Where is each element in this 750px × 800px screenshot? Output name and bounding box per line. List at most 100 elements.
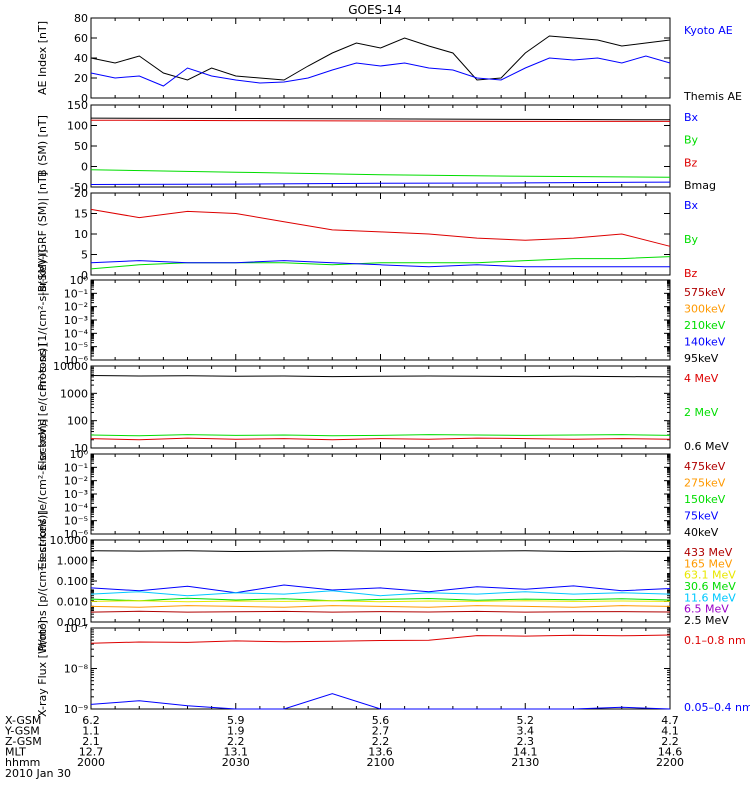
- legend-6-5-mev: 6.5 MeV: [684, 603, 729, 616]
- y-axis-label: X-ray Flux [W/m²]: [36, 620, 49, 717]
- legend-63-1-mev: 63.1 MeV: [684, 569, 736, 582]
- legend-0-6-mev: 0.6 MeV: [684, 440, 729, 453]
- ephem-value: 2.2: [372, 735, 390, 748]
- ephem-value: 2.2: [227, 735, 245, 748]
- panel-frame: [90, 453, 671, 535]
- y-tick-label: 10⁻⁵: [64, 515, 88, 528]
- legend-150kev: 150keV: [684, 493, 726, 506]
- y-tick-label: 0.010: [57, 596, 89, 609]
- series-433-mev: [90, 610, 671, 613]
- y-axis-label: Electrons [e/(cm²-s-sr)]: [36, 343, 49, 470]
- legend-2-mev: 2 MeV: [684, 406, 719, 419]
- y-axis-label: Electrons [e/(cm²-s-sr-keV)]: [36, 419, 49, 570]
- series-4-mev: [90, 437, 671, 441]
- ephem-value: 6.2: [82, 714, 100, 727]
- legend-30-6-mev: 30.6 MeV: [684, 580, 736, 593]
- ephem-value: 2130: [511, 756, 539, 769]
- ephem-label-mlt: MLT: [5, 746, 26, 759]
- ephem-value: 2.7: [372, 725, 390, 738]
- legend-bz: Bz: [684, 156, 698, 169]
- ephem-value: 4.1: [661, 725, 679, 738]
- panel-7: 10.000 1.000 0.100 0.010 0.001 Protons [p/(cm…: [36, 510, 736, 651]
- ephem-label-x-gsm: X-GSM: [5, 714, 41, 727]
- y-axis-label: Protons [p/(cm²-s-sr-keV)]: [36, 510, 49, 651]
- y-tick-label: 10⁻⁶: [64, 354, 89, 367]
- ephem-value: 2.1: [82, 735, 100, 748]
- legend-11-6-mev: 11.6 MeV: [684, 591, 736, 604]
- legend-bx: Bx: [684, 111, 699, 124]
- panel-frame: [90, 17, 671, 99]
- legend-0-05-0-4-nm: 0.05–0.4 nm: [684, 701, 750, 714]
- y-tick-label: 10.000: [50, 534, 89, 547]
- y-tick-label: 5: [81, 249, 88, 262]
- legend-165-mev: 165 MeV: [684, 557, 733, 570]
- y-tick-label: 15: [74, 208, 88, 221]
- panel-frame: [90, 279, 671, 361]
- ephem-value: 5.9: [227, 714, 245, 727]
- ephem-label-z-gsm: Z-GSM: [5, 735, 42, 748]
- panel-1: 0 20 40 60 80 AE Index [nT] Kyoto AE Themis AE: [36, 12, 742, 105]
- y-tick-label: 0: [81, 161, 88, 174]
- ephemeris-table: X-GSM 6.2 5.9 5.6 5.2 4.7 Y-GSM 1.1 1.9 2.7 3.4 4.1…: [4, 714, 684, 769]
- panel-8: 10⁻⁷ 10⁻⁸ 10⁻⁹ X-ray Flux [W/m²] 0.1–0.8 nm 0…: [36, 620, 750, 717]
- ephem-value: 14.1: [513, 746, 538, 759]
- legend-95kev: 95keV: [684, 352, 719, 365]
- y-tick-label: 20: [74, 72, 88, 85]
- y-tick-label: 10⁻⁶: [64, 528, 89, 541]
- y-tick-label: 0.001: [57, 616, 89, 629]
- y-tick-label: 10⁻³: [64, 488, 88, 501]
- series-kyoto-ae: [90, 55, 671, 87]
- series-bz: [90, 119, 670, 122]
- y-tick-label: -50: [70, 181, 88, 194]
- legend-433-mev: 433 MeV: [684, 546, 733, 559]
- legend-kyoto-ae: Kyoto AE: [684, 24, 733, 37]
- y-tick-label: 10⁻²: [64, 301, 88, 314]
- ephem-value: 13.6: [368, 746, 393, 759]
- y-tick-label: 10000: [53, 360, 88, 373]
- y-axis-label: B (SM) [nT]: [36, 115, 49, 177]
- y-axis-label: Protons [1/(cm²-s-sr-keV)]: [36, 249, 49, 390]
- y-tick-label: 100: [67, 120, 88, 133]
- series-bx: [90, 260, 670, 268]
- y-tick-label: 0: [81, 92, 88, 105]
- series-0-6-mev: [90, 375, 671, 378]
- y-tick-label: 10⁻¹: [64, 461, 88, 474]
- y-axis-label: AE Index [nT]: [36, 21, 49, 95]
- legend-bmag: Bmag: [684, 179, 716, 192]
- y-tick-label: 10⁰: [70, 274, 89, 287]
- y-tick-label: 10⁻⁷: [64, 622, 88, 635]
- ephem-value: 13.1: [224, 746, 249, 759]
- ephem-value: 2030: [222, 756, 250, 769]
- series-bmag: [90, 117, 671, 121]
- y-tick-label: 20: [74, 187, 88, 200]
- series-bz: [90, 208, 671, 247]
- series-by: [90, 169, 671, 178]
- ephem-value: 1.1: [82, 725, 100, 738]
- legend-40kev: 40keV: [684, 526, 719, 539]
- y-tick-label: 100: [67, 415, 88, 428]
- legend-0-1-0-8-nm: 0.1–0.8 nm: [684, 634, 746, 647]
- legend-bz: Bz: [684, 267, 698, 280]
- y-tick-label: 150: [67, 99, 88, 112]
- ephem-label-y-gsm: Y-GSM: [4, 725, 40, 738]
- y-tick-label: 0: [81, 269, 88, 282]
- ephem-value: 2000: [77, 756, 105, 769]
- series-165-mev: [90, 605, 671, 608]
- legend-75kev: 75keV: [684, 510, 719, 523]
- y-tick-label: 40: [74, 52, 88, 65]
- ephem-value: 2.3: [517, 735, 535, 748]
- ephem-value: 12.7: [79, 746, 104, 759]
- y-tick-label: 10⁻⁸: [64, 663, 89, 676]
- legend-275kev: 275keV: [684, 477, 726, 490]
- y-tick-label: 10⁻¹: [64, 287, 88, 300]
- legend-bx: Bx: [684, 199, 699, 212]
- series-2-mev: [90, 434, 671, 437]
- panel-2: -50 0 50 100 150 B (SM) [nT] Bx By Bz Bmag: [36, 99, 716, 194]
- y-tick-label: 80: [74, 12, 88, 25]
- panel-3: 0 5 10 15 20 |B(SM)-IGRF (SM)| [nT] Bx By Bz: [36, 172, 699, 296]
- panel-5: 10000 1000 100 10 Electrons [e/(cm²-s-sr)] 4 …: [36, 343, 729, 470]
- y-tick-label: 10⁻⁹: [64, 703, 88, 716]
- ephem-value: 1.9: [227, 725, 245, 738]
